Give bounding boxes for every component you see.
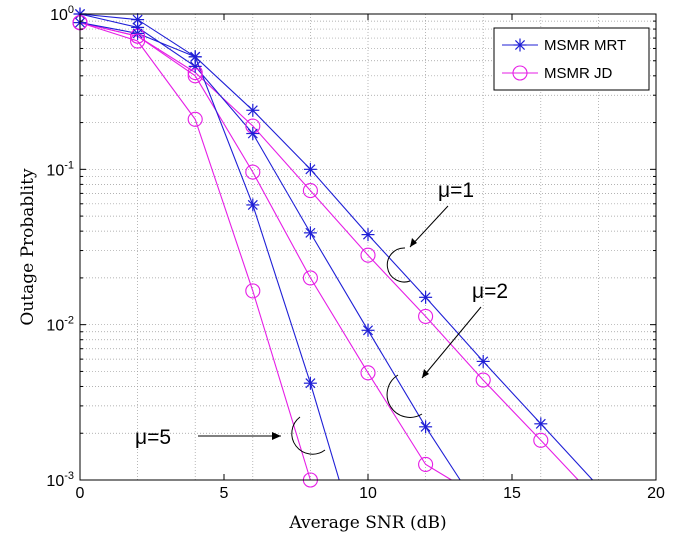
annotations: μ=1 μ=2 μ=5 [135, 179, 508, 455]
y-tick-exponent: -3 [64, 470, 74, 482]
data-point-mrt [361, 323, 375, 337]
annotation-mu-2: μ=2 [472, 280, 508, 303]
legend-marker-jd [512, 65, 528, 81]
asterisk-stroke [305, 164, 316, 175]
asterisk-stroke [247, 128, 258, 139]
y-tick-base: 10 [50, 7, 68, 24]
series-line-jd-mu-2 [79, 22, 452, 481]
asterisk-stroke [362, 229, 374, 240]
asterisk-stroke [420, 292, 431, 303]
asterisk-stroke [305, 227, 316, 238]
axis-ticks [79, 13, 657, 481]
series-line-jd-mu-1 [79, 22, 579, 481]
data-point-jd [245, 283, 261, 299]
y-tick-exponent: 0 [68, 4, 74, 16]
data-point-jd [360, 247, 376, 263]
asterisk-stroke [478, 356, 489, 367]
y-tick-label: 10-3 [46, 470, 74, 490]
y-tick-exponent: -1 [64, 159, 74, 171]
annotation-arc-mu-2 [386, 374, 423, 418]
data-point-mrt [361, 228, 375, 242]
legend: MSMR MRT MSMR JD [493, 27, 650, 91]
data-point-jd [418, 456, 434, 472]
data-point-jd [130, 33, 146, 49]
y-axis-title: Outage Probablity [18, 168, 38, 326]
x-axis-title: Average SNR (dB) [288, 513, 446, 533]
data-point-jd [302, 183, 318, 199]
data-point-mrt [246, 127, 260, 141]
legend-circle [512, 65, 528, 81]
legend-asterisk [513, 38, 527, 52]
y-tick-base: 10 [46, 162, 64, 179]
asterisk-stroke [362, 325, 374, 336]
legend-label-jd: MSMR JD [544, 65, 612, 82]
annotation-arrow-mu-1 [409, 205, 449, 248]
series-line-mrt-mu-2 [79, 13, 461, 481]
data-point-mrt [303, 226, 317, 240]
legend-label-mrt: MSMR MRT [544, 37, 626, 54]
data-point-jd [533, 432, 549, 448]
asterisk-stroke [190, 51, 201, 62]
data-point-mrt [419, 290, 433, 304]
data-point-mrt [188, 50, 202, 64]
annotation-mu-1: μ=1 [438, 179, 474, 202]
y-tick-label: 10-1 [46, 159, 74, 179]
annotation-arc-mu-5 [291, 416, 326, 455]
y-tick-exponent: -2 [64, 315, 74, 327]
data-point-mrt [476, 354, 490, 368]
marker-layer [72, 7, 549, 488]
asterisk-stroke [247, 105, 258, 116]
data-point-jd [418, 308, 434, 324]
data-point-mrt [246, 103, 260, 117]
asterisk-stroke [132, 28, 143, 39]
x-tick-label: 5 [220, 485, 229, 502]
annotation-mu-5: μ=5 [135, 426, 171, 449]
asterisk-stroke [305, 378, 316, 389]
data-point-mrt [303, 162, 317, 176]
data-point-mrt [534, 417, 548, 431]
annotation-arrowhead-mu-1 [410, 238, 417, 247]
asterisk-stroke [514, 39, 526, 51]
annotation-arrowhead-mu-5 [272, 432, 281, 440]
data-point-jd [360, 365, 376, 381]
x-tick-label: 0 [76, 485, 85, 502]
annotation-arrow-mu-2 [421, 306, 482, 379]
data-point-mrt [246, 198, 260, 212]
series-line-mrt-mu-5 [79, 22, 340, 481]
x-tick-labels: 0 5 10 15 20 [76, 485, 665, 502]
asterisk-stroke [247, 199, 258, 210]
data-point-jd [302, 270, 318, 286]
asterisk-stroke [420, 421, 431, 432]
y-tick-label: 100 [50, 4, 74, 24]
data-point-mrt [419, 420, 433, 434]
data-point-jd [187, 68, 203, 84]
x-tick-label: 10 [359, 485, 377, 502]
data-point-jd [187, 111, 203, 127]
series-line-mrt-mu-1 [79, 13, 594, 481]
annotation-arrowhead-mu-2 [422, 369, 429, 378]
x-tick-label: 20 [647, 485, 665, 502]
data-point-mrt [131, 26, 145, 40]
annotation-arc-mu-1 [386, 247, 411, 283]
data-point-jd [245, 164, 261, 180]
asterisk-stroke [535, 418, 546, 429]
data-point-mrt [303, 376, 317, 390]
y-tick-label: 10-2 [46, 315, 74, 335]
y-tick-base: 10 [46, 318, 64, 335]
grid [80, 14, 656, 480]
plot-background [80, 14, 656, 480]
asterisk-stroke [132, 14, 143, 25]
data-point-jd [475, 372, 491, 388]
x-tick-label: 15 [503, 485, 521, 502]
y-tick-base: 10 [46, 473, 64, 490]
legend-marker-mrt [513, 38, 527, 52]
